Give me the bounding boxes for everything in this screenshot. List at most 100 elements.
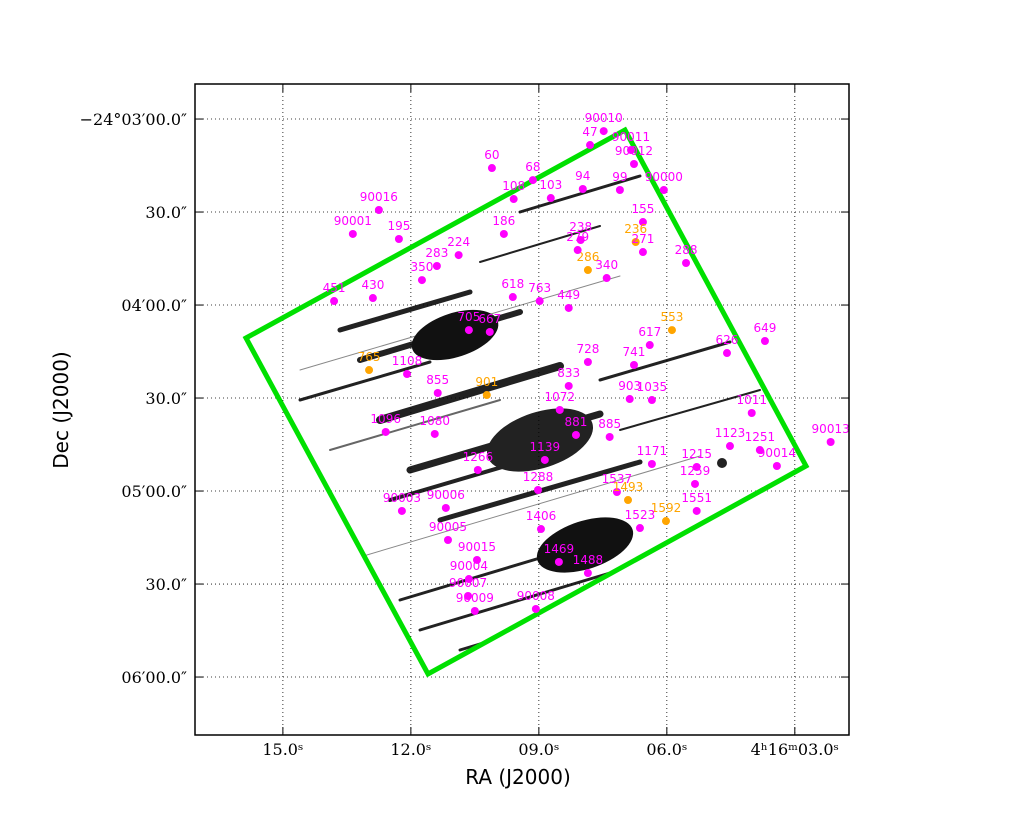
source-point	[535, 297, 544, 306]
source-label: 47	[582, 125, 597, 139]
source-label: 1139	[530, 440, 561, 454]
source-label: 60	[484, 148, 499, 162]
source-point	[564, 303, 573, 312]
source-point	[555, 405, 564, 414]
source-point	[533, 485, 542, 494]
source-label: 224	[447, 235, 470, 249]
source-point	[485, 327, 494, 336]
source-label: 1259	[680, 464, 711, 478]
source-point	[394, 235, 403, 244]
source-label: 728	[576, 342, 599, 356]
source-label: 90016	[360, 190, 398, 204]
source-label: 881	[565, 415, 588, 429]
source-label: 236	[624, 222, 647, 236]
footprint	[242, 126, 810, 678]
source-point	[546, 194, 555, 203]
source-point	[464, 592, 473, 601]
source-label: 1251	[745, 430, 776, 444]
source-label: 90007	[449, 576, 487, 590]
source-point	[692, 463, 701, 472]
plot-area	[195, 84, 849, 735]
source-label: 1108	[392, 354, 423, 368]
source-point	[432, 262, 441, 271]
source-point	[576, 236, 585, 245]
source-point	[638, 248, 647, 257]
source-label: 350	[411, 260, 434, 274]
source-point	[605, 432, 614, 441]
source-label: 833	[557, 366, 580, 380]
source-point	[528, 176, 537, 185]
source-label: 1469	[544, 542, 575, 556]
source-point	[509, 195, 518, 204]
source-point	[482, 391, 491, 400]
source-point	[631, 238, 640, 247]
source-label: 279	[566, 230, 589, 244]
source-label: 765	[358, 350, 381, 364]
source-point	[612, 488, 621, 497]
source-point	[629, 360, 638, 369]
source-point	[578, 185, 587, 194]
source-point	[629, 160, 638, 169]
source-point	[722, 349, 731, 358]
source-point	[583, 569, 592, 578]
source-label: 1493	[613, 480, 644, 494]
source-label: 90004	[450, 559, 488, 573]
source-label: 99	[612, 170, 627, 184]
y-axis-title: Dec (J2000)	[49, 351, 73, 468]
source-label: 195	[387, 219, 410, 233]
source-label: 103	[539, 178, 562, 192]
source-label: 90000	[645, 170, 683, 184]
source-label: 108	[502, 179, 525, 193]
source-label: 1096	[370, 412, 401, 426]
y-tick-label: 05′00.0″	[121, 482, 187, 501]
source-label: 618	[501, 277, 524, 291]
source-point	[625, 395, 634, 404]
source-label: 1523	[625, 508, 656, 522]
source-point	[659, 186, 668, 195]
source-label: 90015	[458, 540, 496, 554]
source-point	[667, 326, 676, 335]
source-point	[583, 357, 592, 366]
source-label: 855	[426, 373, 449, 387]
source-label: 901	[475, 375, 498, 389]
x-tick-label: 06.0ˢ	[646, 740, 687, 759]
source-point	[826, 438, 835, 447]
source-point	[441, 503, 450, 512]
x-tick-label: 12.0ˢ	[390, 740, 431, 759]
source-point	[433, 389, 442, 398]
source-point	[365, 366, 374, 375]
source-label: 288	[675, 243, 698, 257]
source-point	[564, 381, 573, 390]
source-label: 271	[631, 232, 654, 246]
source-label: 741	[623, 345, 646, 359]
source-label: 340	[595, 258, 618, 272]
source-label: 68	[525, 160, 540, 174]
source-point	[682, 258, 691, 267]
source-point	[760, 337, 769, 346]
source-label: 617	[638, 325, 661, 339]
source-label: 186	[492, 214, 515, 228]
source-label: 1123	[715, 426, 746, 440]
source-label: 90006	[427, 488, 465, 502]
source-label: 1406	[526, 509, 557, 523]
source-label: 649	[754, 321, 777, 335]
source-label: 667	[478, 312, 501, 326]
source-point	[624, 496, 633, 505]
y-tick-label: 30.0″	[145, 203, 187, 222]
source-point	[381, 427, 390, 436]
source-label: 286	[576, 250, 599, 264]
source-point	[368, 294, 377, 303]
source-label: 449	[557, 288, 580, 302]
source-label: 90013	[812, 422, 850, 436]
source-point	[638, 218, 647, 227]
source-label: 626	[716, 333, 739, 347]
source-point	[473, 466, 482, 475]
source-label: 553	[661, 310, 684, 324]
source-point	[645, 341, 654, 350]
source-point	[403, 370, 412, 379]
source-point	[615, 186, 624, 195]
source-point	[635, 524, 644, 533]
source-label: 90003	[383, 491, 421, 505]
y-tick-label: 06′00.0″	[121, 668, 187, 687]
